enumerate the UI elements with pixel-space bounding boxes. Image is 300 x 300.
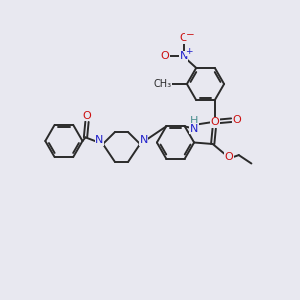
Text: N: N [179, 52, 188, 61]
Text: N: N [95, 135, 103, 146]
Text: O: O [210, 117, 219, 128]
Text: CH₃: CH₃ [154, 79, 172, 89]
Text: N: N [190, 124, 198, 134]
Text: O: O [232, 115, 241, 125]
Text: O: O [82, 111, 91, 121]
Text: +: + [185, 46, 193, 56]
Text: O: O [179, 34, 188, 44]
Text: H: H [190, 116, 198, 126]
Text: −: − [186, 30, 195, 40]
Text: O: O [224, 152, 233, 163]
Text: N: N [140, 135, 148, 146]
Text: O: O [160, 52, 169, 61]
